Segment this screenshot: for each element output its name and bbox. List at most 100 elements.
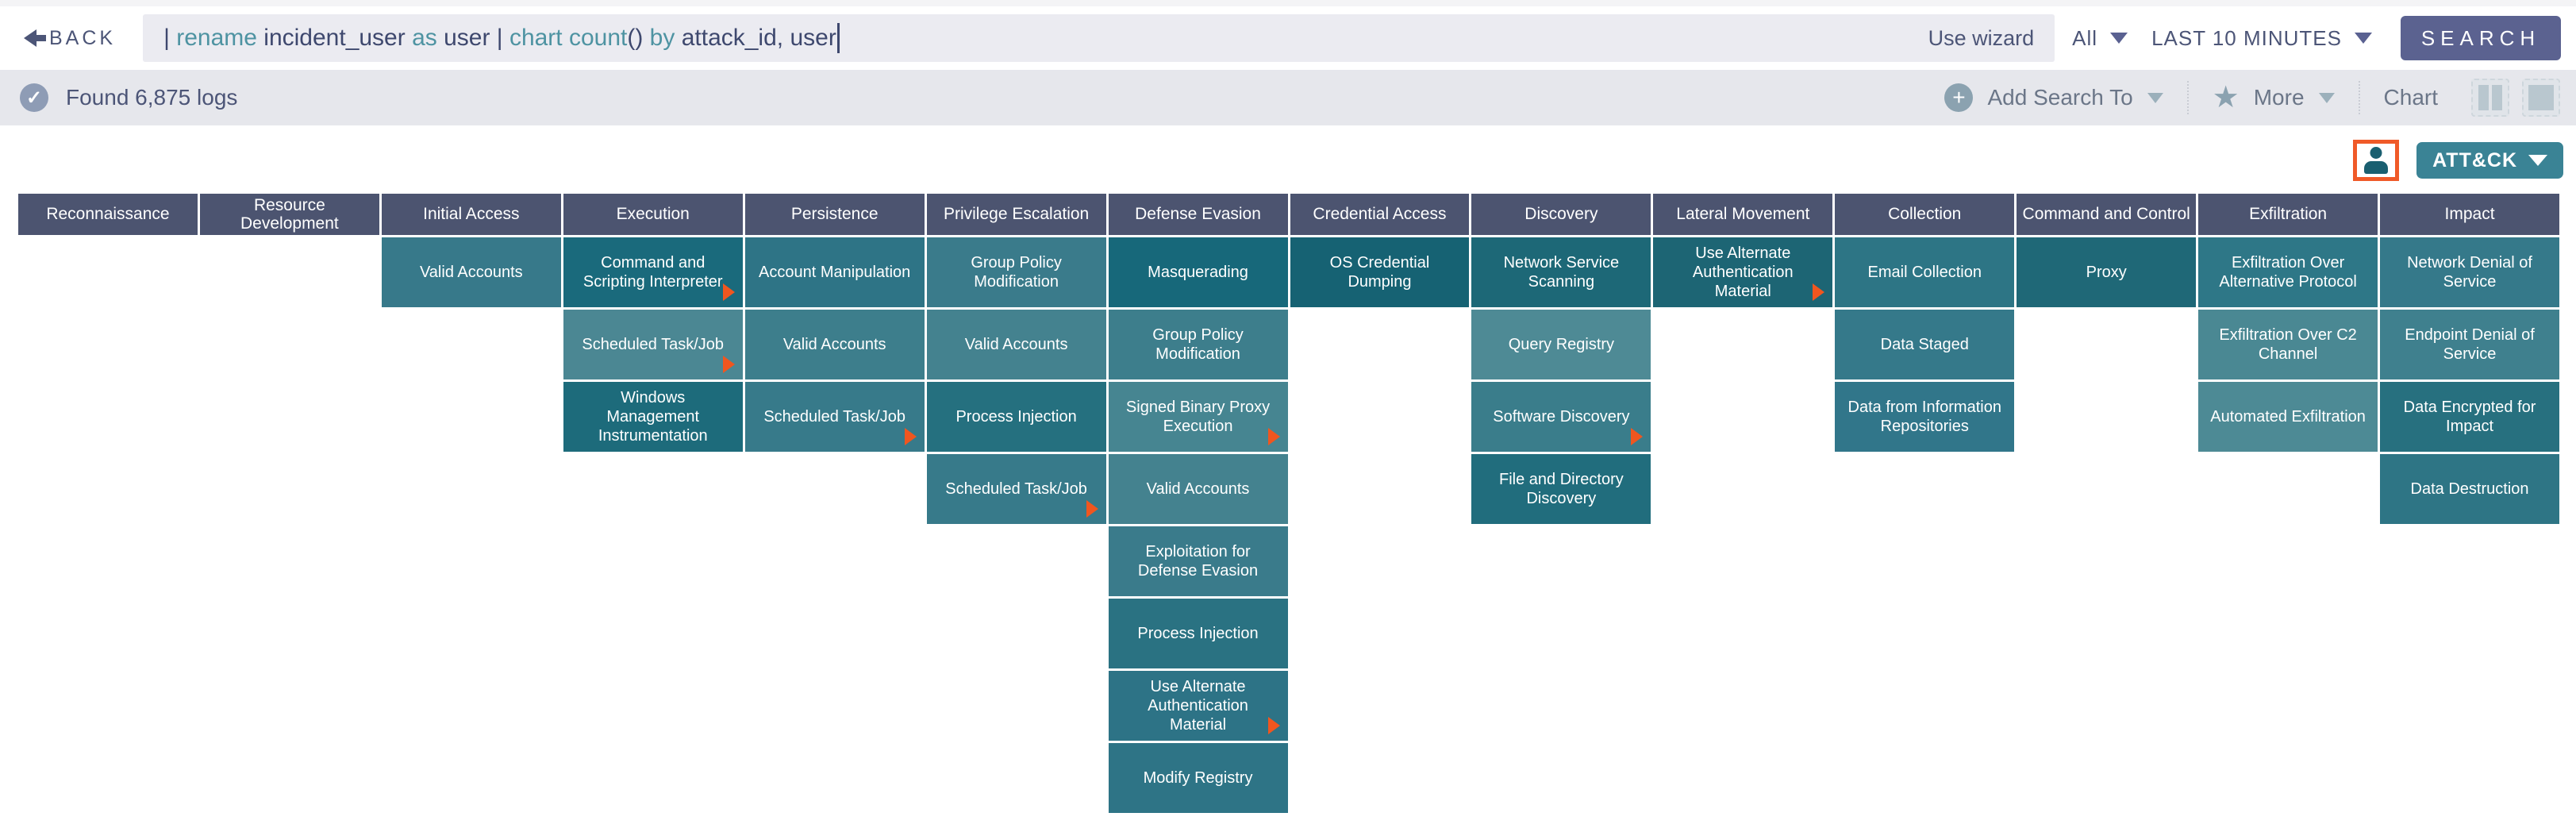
query-token: user: [436, 25, 497, 51]
technique-cell[interactable]: Masquerading: [1108, 237, 1288, 307]
technique-label: Proxy: [2086, 264, 2127, 281]
technique-cell[interactable]: Signed Binary Proxy Execution: [1108, 382, 1288, 452]
tactic-column: Initial Access Valid Accounts: [381, 194, 561, 813]
technique-cell[interactable]: OS Credential Dumping: [1290, 237, 1470, 307]
search-query-input[interactable]: | rename incident_user as user | chart c…: [143, 14, 2055, 62]
technique-cell[interactable]: Command and Scripting Interpreter: [563, 237, 743, 307]
technique-cell[interactable]: Proxy: [2017, 237, 2197, 307]
time-range-dropdown[interactable]: LAST 10 MINUTES: [2151, 26, 2372, 51]
technique-label: Exfiltration Over Alternative Protocol: [2219, 254, 2357, 291]
technique-cell[interactable]: File and Directory Discovery: [1471, 454, 1651, 524]
technique-cell[interactable]: Group Policy Modification: [1108, 310, 1288, 379]
technique-label: Use Alternate Authentication Material: [1148, 678, 1248, 734]
technique-label: Scheduled Task/Job: [763, 408, 905, 426]
check-circle-icon: ✓: [20, 83, 48, 112]
technique-cell[interactable]: Valid Accounts: [381, 237, 561, 307]
subtechnique-arrow-icon[interactable]: [722, 356, 735, 373]
subtechnique-arrow-icon[interactable]: [1086, 500, 1098, 518]
technique-label: Scheduled Task/Job: [582, 336, 725, 353]
query-text: | rename incident_user as user | chart c…: [163, 23, 840, 53]
search-topbar: BACK | rename incident_user as user | ch…: [0, 6, 2576, 70]
star-icon: ★: [2212, 81, 2240, 114]
query-token: attack_id, user: [675, 25, 836, 51]
technique-label: Signed Binary Proxy Execution: [1125, 399, 1271, 435]
add-search-to-label: Add Search To: [1987, 85, 2133, 110]
technique-cell[interactable]: Automated Exfiltration: [2198, 382, 2378, 452]
technique-cell[interactable]: Account Manipulation: [744, 237, 925, 307]
subtechnique-arrow-icon[interactable]: [1267, 717, 1280, 734]
tactic-header: Collection: [1835, 194, 2015, 235]
technique-cell[interactable]: Data from Information Repositories: [1835, 382, 2015, 452]
technique-cell[interactable]: Exfiltration Over Alternative Protocol: [2198, 237, 2378, 307]
technique-cell[interactable]: Data Destruction: [2380, 454, 2559, 524]
technique-cell[interactable]: Network Service Scanning: [1471, 237, 1651, 307]
subtechnique-arrow-icon[interactable]: [904, 428, 917, 445]
attack-dropdown-button[interactable]: ATT&CK: [2416, 142, 2563, 179]
column-chart-view-button[interactable]: [2471, 79, 2509, 117]
more-label: More: [2253, 85, 2305, 110]
tactic-header: Impact: [2380, 194, 2559, 235]
back-button[interactable]: BACK: [24, 27, 116, 50]
technique-label: Masquerading: [1148, 264, 1248, 281]
technique-cell[interactable]: Data Staged: [1835, 310, 2015, 379]
chart-view-switcher: Chart: [2384, 79, 2560, 117]
query-token: (): [627, 25, 644, 51]
matrix-toolbar: ATT&CK: [0, 138, 2563, 183]
technique-cell[interactable]: Software Discovery: [1471, 382, 1651, 452]
technique-label: Process Injection: [955, 408, 1077, 426]
technique-cell[interactable]: Scheduled Task/Job: [563, 310, 743, 379]
repo-dropdown[interactable]: All: [2072, 26, 2128, 51]
technique-cell[interactable]: Query Registry: [1471, 310, 1651, 379]
results-actions: + Add Search To ★ More Chart: [1944, 79, 2560, 117]
technique-cell[interactable]: Process Injection: [926, 382, 1106, 452]
search-button[interactable]: SEARCH: [2401, 16, 2561, 60]
status-text: Found 6,875 logs: [66, 85, 238, 110]
technique-label: Data Destruction: [2410, 480, 2529, 498]
subtechnique-arrow-icon[interactable]: [1631, 428, 1644, 445]
technique-cell[interactable]: Use Alternate Authentication Material: [1653, 237, 1833, 307]
technique-label: Valid Accounts: [419, 264, 523, 281]
technique-cell[interactable]: Scheduled Task/Job: [744, 382, 925, 452]
technique-cell[interactable]: Email Collection: [1835, 237, 2015, 307]
tactic-header: Privilege Escalation: [926, 194, 1106, 235]
technique-label: Exploitation for Defense Evasion: [1137, 543, 1259, 580]
more-dropdown[interactable]: ★ More: [2213, 83, 2335, 113]
technique-label: Group Policy Modification: [971, 254, 1062, 291]
square-view-button[interactable]: [2522, 79, 2560, 117]
technique-cell[interactable]: Network Denial of Service: [2380, 237, 2559, 307]
attack-button-label: ATT&CK: [2432, 148, 2517, 171]
technique-cell[interactable]: Data Encrypted for Impact: [2380, 382, 2559, 452]
technique-cell[interactable]: Valid Accounts: [926, 310, 1106, 379]
use-wizard-link[interactable]: Use wizard: [1928, 25, 2035, 50]
technique-cell[interactable]: Modify Registry: [1108, 743, 1288, 813]
technique-cell[interactable]: Group Policy Modification: [926, 237, 1106, 307]
subtechnique-arrow-icon[interactable]: [722, 283, 735, 301]
technique-label: Modify Registry: [1143, 769, 1253, 787]
technique-label: File and Directory Discovery: [1499, 471, 1624, 507]
add-search-to-dropdown[interactable]: + Add Search To: [1944, 83, 2163, 112]
tactic-header: Exfiltration: [2198, 194, 2378, 235]
user-filter-button[interactable]: [2353, 140, 2400, 181]
subtechnique-arrow-icon[interactable]: [1813, 283, 1825, 301]
technique-cell[interactable]: Endpoint Denial of Service: [2380, 310, 2559, 379]
results-bar: ✓ Found 6,875 logs + Add Search To ★ Mor…: [0, 70, 2576, 125]
technique-cell[interactable]: Valid Accounts: [1108, 454, 1288, 524]
tactic-column: Collection Email Collection Data Staged Dat…: [1835, 194, 2015, 813]
technique-cell[interactable]: Valid Accounts: [744, 310, 925, 379]
technique-cell[interactable]: Use Alternate Authentication Material: [1108, 671, 1288, 741]
technique-cell[interactable]: Windows Management Instrumentation: [563, 382, 743, 452]
chevron-down-icon: [2355, 33, 2372, 44]
tactic-column: Impact Network Denial of Service Endpoint …: [2380, 194, 2559, 813]
text-cursor: [836, 23, 840, 53]
technique-cell[interactable]: Process Injection: [1108, 599, 1288, 668]
subtechnique-arrow-icon[interactable]: [1267, 428, 1280, 445]
column-chart-icon: [2478, 85, 2489, 110]
query-token: incident_user: [256, 25, 413, 51]
technique-cell[interactable]: Exfiltration Over C2 Channel: [2198, 310, 2378, 379]
top-strip: [0, 0, 2576, 6]
technique-label: Data Encrypted for Impact: [2403, 399, 2536, 435]
technique-cell[interactable]: Scheduled Task/Job: [926, 454, 1106, 524]
query-token: rename: [176, 25, 257, 51]
technique-cell[interactable]: Exploitation for Defense Evasion: [1108, 526, 1288, 596]
tactic-header: Persistence: [744, 194, 925, 235]
